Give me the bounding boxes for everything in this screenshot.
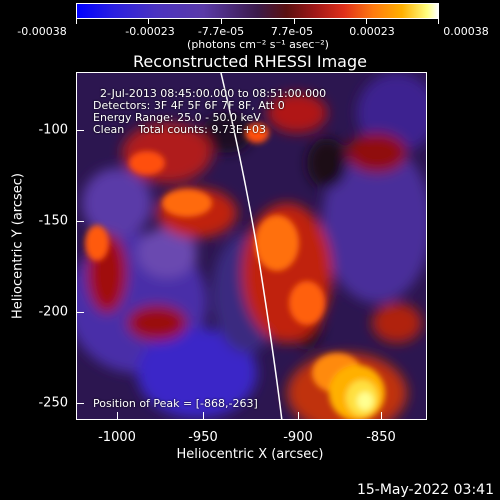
colorbar-tick-label: 0.00038 bbox=[443, 25, 489, 38]
colorbar-tick bbox=[294, 19, 295, 24]
time-range-label: 2-Jul-2013 08:45:00.000 to 08:51:00.000 bbox=[100, 87, 327, 100]
colorbar-tick bbox=[221, 19, 222, 24]
energy-range-label: Energy Range: 25.0 - 50.0 keV bbox=[93, 111, 261, 124]
y-tick-label: -100 bbox=[38, 122, 68, 138]
x-tick bbox=[203, 412, 204, 420]
x-tick bbox=[117, 412, 118, 420]
footer-timestamp: 15-May-2022 03:41 bbox=[356, 482, 494, 498]
colorbar-tick-label: -0.00023 bbox=[125, 25, 175, 38]
y-tick bbox=[76, 130, 84, 131]
colorbar-tick bbox=[148, 19, 149, 24]
y-tick-label: -250 bbox=[38, 395, 68, 411]
colorbar-tick bbox=[438, 19, 439, 24]
y-axis-label: Heliocentric Y (arcsec) bbox=[10, 173, 26, 319]
colorbar-tick-label: -0.00038 bbox=[17, 25, 67, 38]
y-tick bbox=[76, 221, 84, 222]
y-tick-label: -150 bbox=[38, 213, 68, 229]
colorbar-units: (photons cm⁻² s⁻¹ asec⁻²) bbox=[187, 38, 329, 51]
colorbar-tick bbox=[76, 19, 77, 24]
x-tick bbox=[298, 412, 299, 420]
peak-position-label: Position of Peak = [-868,-263] bbox=[93, 397, 258, 410]
x-tick bbox=[381, 412, 382, 420]
image-plot bbox=[76, 72, 427, 420]
y-tick bbox=[76, 312, 84, 313]
x-tick-label: -950 bbox=[188, 430, 218, 445]
x-axis-label: Heliocentric X (arcsec) bbox=[176, 447, 324, 462]
x-tick-label: -1000 bbox=[98, 430, 136, 445]
clean-counts-label: Clean Total counts: 9.73E+03 bbox=[93, 123, 267, 136]
solar-limb-line bbox=[220, 73, 283, 419]
plot-title: Reconstructed RHESSI Image bbox=[133, 52, 367, 71]
y-tick bbox=[76, 403, 84, 404]
colorbar-tick-label: -7.7e-05 bbox=[197, 25, 245, 38]
y-tick-label: -200 bbox=[38, 304, 68, 320]
colorbar-tick-label: 0.00023 bbox=[349, 25, 395, 38]
detectors-label: Detectors: 3F 4F 5F 6F 7F 8F, Att 0 bbox=[93, 99, 285, 112]
colorbar-tick-label: 7.7e-05 bbox=[270, 25, 314, 38]
x-tick-label: -850 bbox=[366, 430, 396, 445]
x-tick-label: -900 bbox=[283, 430, 313, 445]
image-heatmap bbox=[77, 73, 426, 419]
colorbar-tick bbox=[366, 19, 367, 24]
colorbar bbox=[76, 3, 439, 19]
